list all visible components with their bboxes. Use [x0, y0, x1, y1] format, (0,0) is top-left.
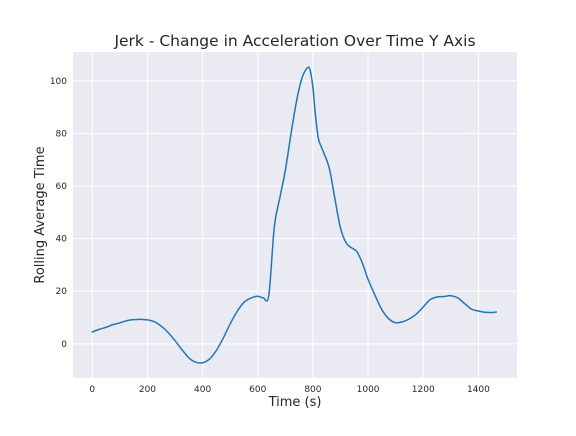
y-tick-label: 60 [56, 182, 68, 192]
x-tick-label: 0 [89, 385, 95, 395]
x-tick-label: 400 [194, 385, 211, 395]
y-axis-label: Rolling Average Time [33, 146, 48, 283]
x-tick-label: 1000 [357, 385, 380, 395]
chart-title: Jerk - Change in Acceleration Over Time … [113, 32, 475, 50]
x-tick-label: 800 [304, 385, 321, 395]
y-tick-label: 20 [56, 287, 68, 297]
y-axis-ticks: 0 20 40 60 80 100 [50, 77, 67, 350]
y-tick-label: 80 [56, 130, 68, 140]
x-tick-label: 600 [249, 385, 266, 395]
x-tick-label: 1200 [412, 385, 435, 395]
x-axis-label: Time (s) [268, 395, 322, 410]
y-tick-label: 0 [61, 340, 67, 350]
x-tick-label: 1400 [467, 385, 490, 395]
x-axis-ticks: 0 200 400 600 800 1000 1200 1400 [89, 385, 490, 395]
x-tick-label: 200 [139, 385, 156, 395]
y-tick-label: 40 [56, 235, 68, 245]
y-tick-label: 100 [50, 77, 67, 87]
plot-area [73, 52, 517, 378]
grid-lines [73, 52, 517, 378]
series-line-jerk [91, 66, 498, 364]
